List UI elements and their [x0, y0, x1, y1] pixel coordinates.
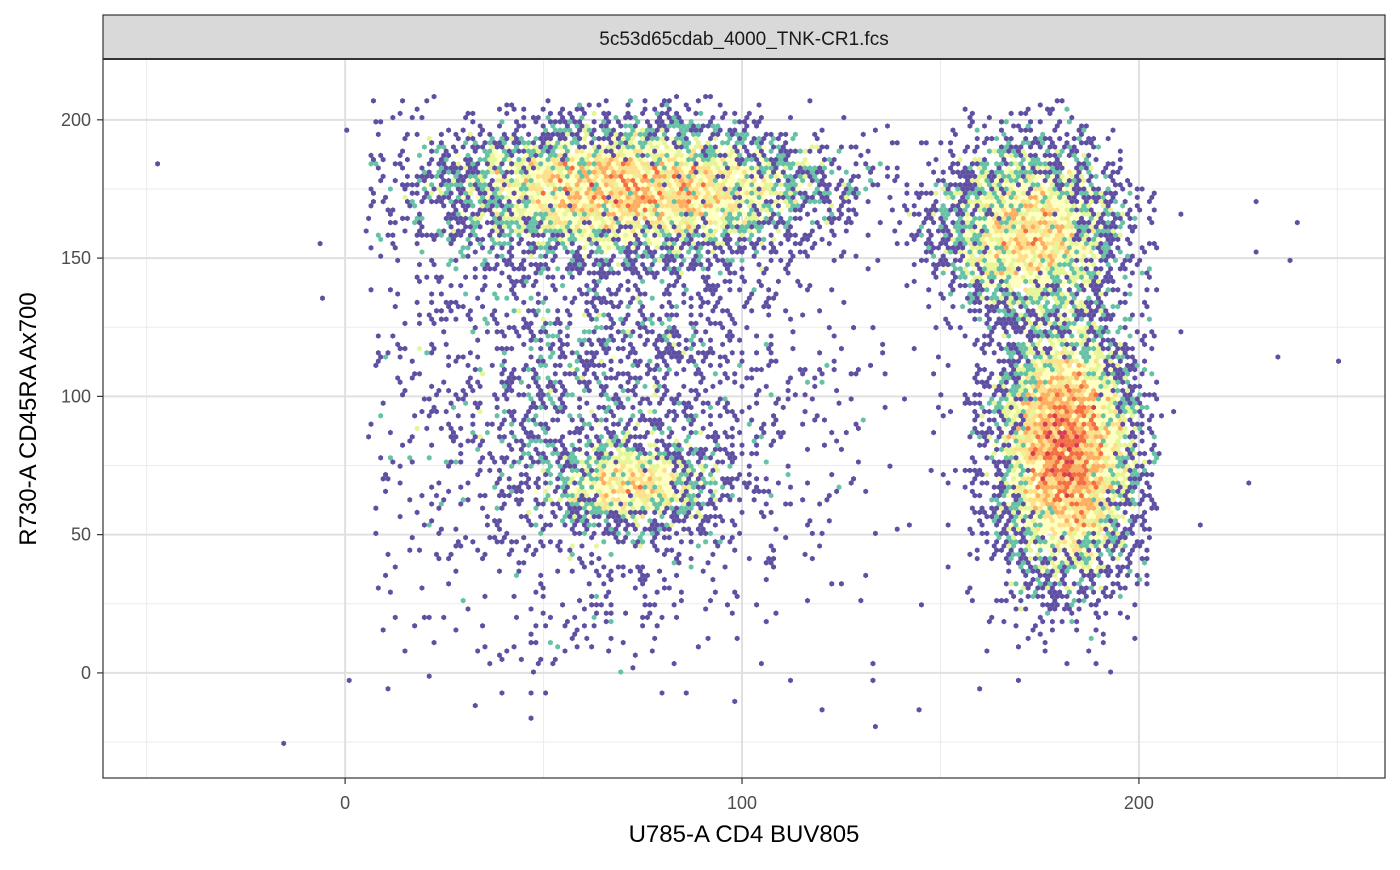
facet-label: 5c53d65cdab_4000_TNK-CR1.fcs: [599, 29, 888, 50]
